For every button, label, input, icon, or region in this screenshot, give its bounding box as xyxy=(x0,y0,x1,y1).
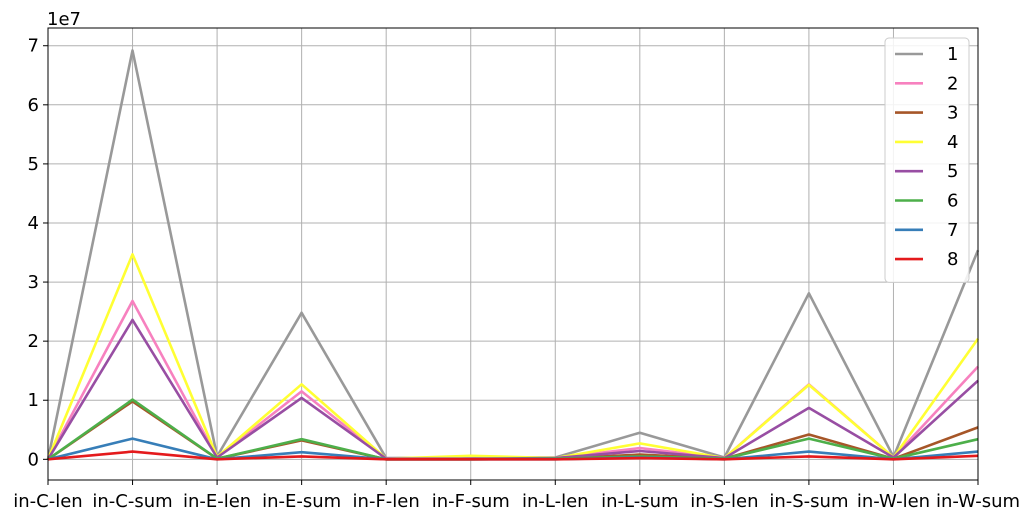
x-tick-label: in-C-len xyxy=(13,491,82,512)
legend-label: 3 xyxy=(947,103,958,124)
series-line-2 xyxy=(46,299,979,461)
plot-frame xyxy=(47,27,979,481)
y-tick-label: 3 xyxy=(28,272,39,293)
legend-label: 7 xyxy=(947,220,958,241)
legend-box xyxy=(884,37,970,283)
legend-label: 2 xyxy=(947,73,958,94)
x-tick-label: in-C-sum xyxy=(92,491,172,512)
series-line-8 xyxy=(47,450,979,461)
x-tick-label: in-F-len xyxy=(353,491,420,512)
y-tick-label: 4 xyxy=(28,213,39,234)
y-axis-multiplier: 1e7 xyxy=(47,9,81,30)
grid xyxy=(47,28,979,480)
legend-label: 6 xyxy=(947,191,958,212)
x-tick-label: in-E-sum xyxy=(262,491,341,512)
y-tick-label: 6 xyxy=(28,95,39,116)
legend-label: 1 xyxy=(947,44,958,65)
x-tick-label: in-L-len xyxy=(522,491,589,512)
series-lines xyxy=(46,49,980,461)
x-tick-label: in-S-sum xyxy=(769,491,848,512)
x-tick-label: in-E-len xyxy=(183,491,251,512)
legend-label: 5 xyxy=(947,161,958,182)
legend-label: 8 xyxy=(947,249,958,270)
y-tick-label: 2 xyxy=(28,331,39,352)
x-tick-label: in-S-len xyxy=(690,491,758,512)
axes: 0 1 2 3 4 5 6 7 in-C-len in-C-sum in-E-len in-E-sum… xyxy=(13,27,1020,512)
y-tick-label: 0 xyxy=(28,449,39,470)
x-tick-label: in-W-sum xyxy=(936,491,1020,512)
legend: 1 2 3 4 5 6 7 8 xyxy=(884,37,970,283)
x-tick-label: in-L-sum xyxy=(601,491,678,512)
y-tick-label: 5 xyxy=(28,154,39,175)
series-line-1 xyxy=(46,49,980,460)
x-tick-label: in-W-len xyxy=(857,491,930,512)
x-tick-label: in-F-sum xyxy=(432,491,510,512)
y-tick-label: 7 xyxy=(28,36,39,57)
legend-label: 4 xyxy=(947,132,958,153)
y-tick-label: 1 xyxy=(28,390,39,411)
series-line-4 xyxy=(46,253,980,461)
